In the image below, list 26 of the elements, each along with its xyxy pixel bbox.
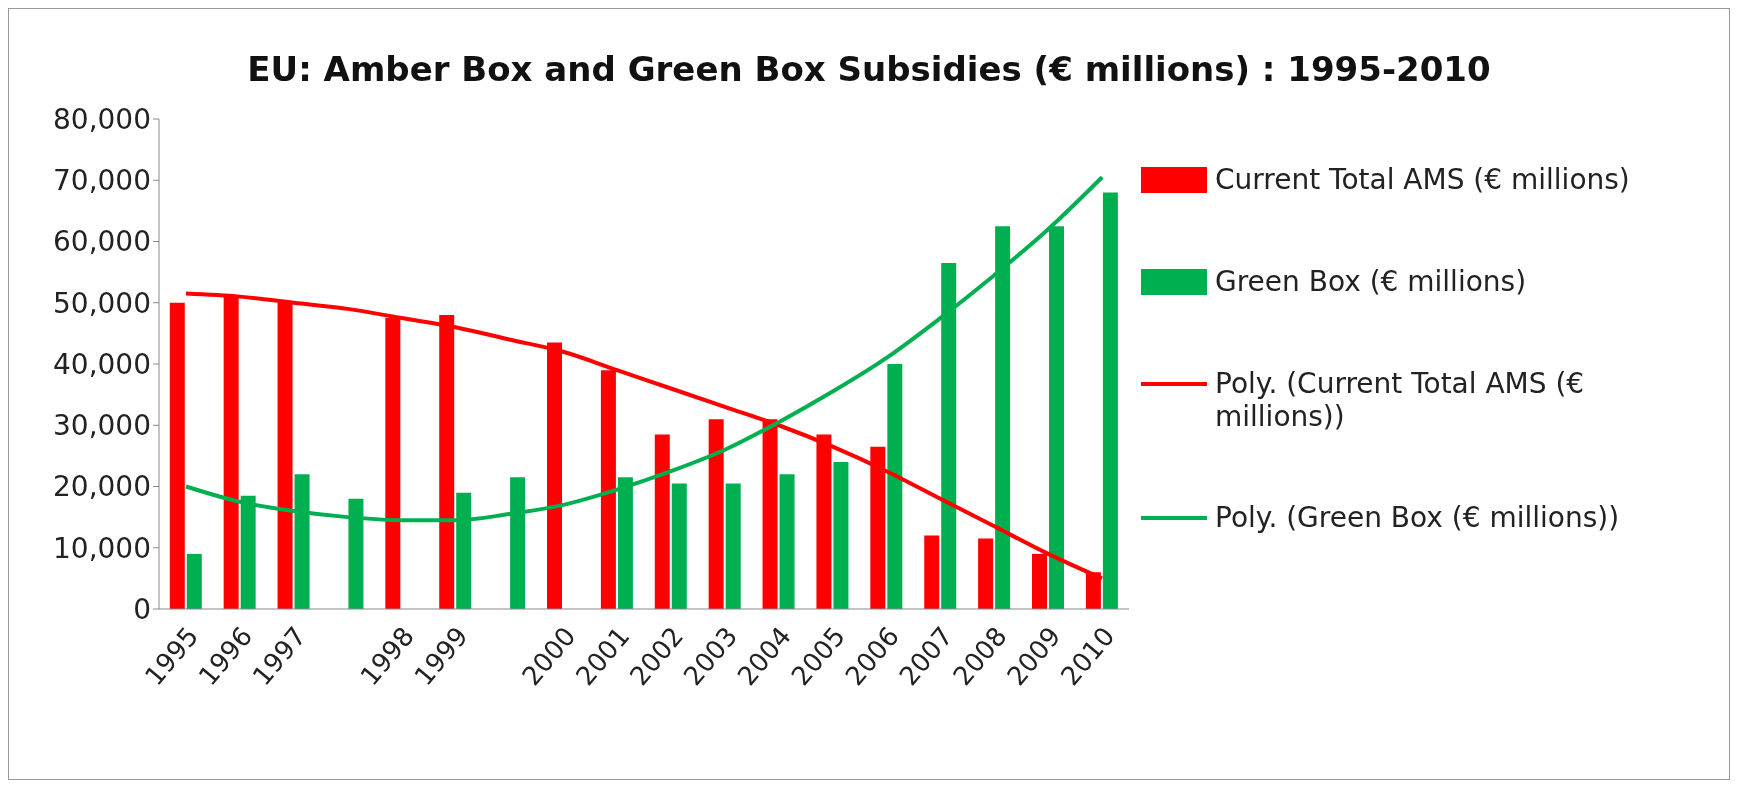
- bar: [654, 434, 670, 609]
- y-tick-label: 30,000: [53, 409, 151, 443]
- y-tick-label: 40,000: [53, 347, 151, 381]
- legend-label: Poly. (Current Total AMS (€ millions)): [1215, 367, 1586, 433]
- y-tick-label: 50,000: [53, 286, 151, 320]
- y-tick-label: 70,000: [53, 164, 151, 198]
- bar: [169, 302, 185, 609]
- bar: [671, 483, 687, 609]
- bar: [708, 419, 724, 609]
- legend-label: Green Box (€ millions): [1215, 265, 1527, 298]
- legend-label: Poly. (Green Box (€ millions)): [1215, 501, 1620, 534]
- bar: [1102, 192, 1118, 609]
- legend-label: Current Total AMS (€ millions): [1215, 163, 1630, 196]
- y-tick-label: 60,000: [53, 225, 151, 259]
- bar: [779, 474, 795, 609]
- y-tick-label: 0: [133, 592, 151, 626]
- chart-title: EU: Amber Box and Green Box Subsidies (€ millions) : 1995-2010: [246, 49, 1492, 89]
- bar: [725, 483, 741, 609]
- y-tick-label: 20,000: [53, 470, 151, 504]
- bar: [186, 553, 202, 609]
- y-tick-label: 10,000: [53, 531, 151, 565]
- bar: [887, 364, 903, 609]
- bar: [978, 538, 994, 609]
- bar: [833, 462, 849, 609]
- bar: [924, 535, 940, 609]
- y-tick-label: 80,000: [53, 102, 151, 136]
